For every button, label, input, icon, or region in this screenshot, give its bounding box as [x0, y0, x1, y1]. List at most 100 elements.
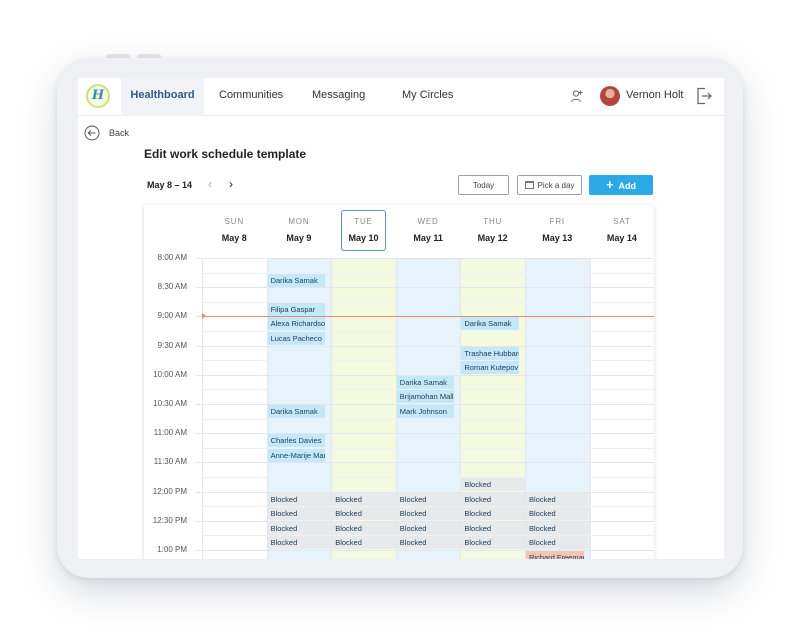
add-button[interactable]: + Add: [589, 175, 653, 195]
day-header[interactable]: THU May 12: [460, 205, 525, 255]
nav-healthboard[interactable]: Healthboard: [121, 78, 204, 116]
grid-half-line: [202, 272, 654, 274]
day-date: May 10: [348, 233, 379, 243]
nav-messaging[interactable]: Messaging: [312, 89, 366, 101]
grid-divider: [266, 258, 268, 559]
day-header[interactable]: FRI May 13: [525, 205, 590, 255]
grid-half-line: [202, 360, 654, 362]
day-header[interactable]: WED May 11: [396, 205, 461, 255]
time-label: 11:30 AM: [153, 457, 187, 467]
appointment-event[interactable]: Darika Samak: [396, 375, 455, 389]
appointment-event[interactable]: Filipa Gaspar: [267, 302, 326, 316]
grid-half-line: [202, 535, 654, 537]
appointment-event[interactable]: Lucas Pacheco: [267, 332, 326, 345]
blocked-slot[interactable]: Blocked: [267, 492, 332, 506]
calendar-icon: [524, 181, 534, 189]
selected-day-highlight: [341, 210, 386, 251]
time-label: 12:00 PM: [152, 486, 187, 496]
blocked-slot[interactable]: Blocked: [332, 507, 396, 521]
blocked-slot[interactable]: Blocked: [461, 536, 525, 550]
blocked-slot[interactable]: Blocked: [461, 507, 525, 521]
prev-week-button[interactable]: ‹: [208, 177, 212, 191]
device-button: [137, 54, 161, 59]
appointment-event[interactable]: Richard Freeman: [526, 551, 584, 559]
grid-divider: [202, 258, 203, 559]
grid-divider: [331, 258, 333, 559]
plus-icon: +: [605, 177, 614, 192]
appointment-event[interactable]: Brijamohan Mallick: [396, 390, 455, 404]
day-date: May 9: [286, 233, 312, 243]
day-header[interactable]: SAT May 14: [590, 205, 654, 255]
grid-half-line: [202, 506, 654, 508]
grid-line: [196, 520, 654, 522]
blocked-slot[interactable]: Blocked: [461, 521, 525, 535]
back-link[interactable]: Back: [109, 128, 130, 138]
blocked-slot[interactable]: Blocked: [526, 492, 590, 506]
app-logo[interactable]: H: [86, 84, 110, 108]
day-date: May 12: [477, 233, 508, 243]
blocked-slot[interactable]: Blocked: [332, 521, 396, 535]
app-screen: H Healthboard Communities Messaging My C…: [78, 78, 724, 559]
grid-half-line: [202, 418, 654, 420]
user-name[interactable]: Vernon Holt: [626, 89, 684, 101]
time-label: 9:00 AM: [157, 311, 187, 321]
grid-divider: [525, 258, 526, 559]
blocked-slot[interactable]: Blocked: [526, 507, 590, 521]
logout-icon[interactable]: [696, 87, 712, 105]
day-date: May 11: [413, 233, 443, 243]
appointment-event[interactable]: Roman Kutepov: [461, 361, 519, 375]
grid-line: [196, 287, 654, 289]
day-name: MON: [288, 217, 310, 226]
appointment-event[interactable]: Trashae Hubbard: [461, 346, 519, 360]
day-header[interactable]: MON May 9: [267, 205, 332, 255]
appointment-event[interactable]: Darika Samak: [267, 405, 326, 418]
pick-a-day-button[interactable]: Pick a day: [517, 175, 582, 195]
current-time-marker: [202, 313, 206, 320]
blocked-slot[interactable]: Blocked: [526, 536, 590, 550]
nav-my-circles[interactable]: My Circles: [402, 89, 454, 101]
appointment-event[interactable]: Darika Samak: [461, 317, 519, 331]
blocked-slot[interactable]: Blocked: [267, 536, 332, 550]
day-header[interactable]: TUE May 10: [331, 205, 396, 255]
nav-communities[interactable]: Communities: [219, 89, 284, 101]
page-title: Edit work schedule template: [144, 147, 307, 161]
appointment-event[interactable]: Anne-Marije Mars: [267, 448, 326, 462]
blocked-slot[interactable]: Blocked: [396, 521, 461, 535]
blocked-slot[interactable]: Blocked: [396, 492, 461, 506]
day-date: May 13: [542, 233, 573, 243]
pick-a-day-label: Pick a day: [537, 181, 575, 190]
avatar[interactable]: [600, 86, 620, 106]
time-label: 11:00 AM: [153, 428, 187, 438]
time-label: 8:30 AM: [157, 282, 187, 292]
blocked-slot[interactable]: Blocked: [396, 507, 461, 521]
appointment-event[interactable]: Mark Johnson: [396, 405, 455, 418]
current-time-line: [202, 316, 654, 318]
top-navigation-bar: H Healthboard Communities Messaging My C…: [78, 78, 724, 116]
appointment-event[interactable]: Charles Davies: [267, 434, 326, 448]
blocked-slot[interactable]: Blocked: [332, 536, 396, 550]
blocked-slot[interactable]: Blocked: [267, 507, 332, 521]
blocked-slot[interactable]: Blocked: [332, 492, 396, 506]
back-arrow-icon[interactable]: [84, 125, 100, 141]
blocked-slot[interactable]: Blocked: [461, 478, 525, 491]
time-label: 8:00 AM: [157, 253, 187, 262]
day-header[interactable]: SUN May 8: [202, 205, 267, 255]
appointment-event[interactable]: Alexa Richardson: [267, 317, 326, 331]
grid-half-line: [202, 301, 654, 303]
blocked-slot[interactable]: Blocked: [267, 521, 332, 535]
blocked-slot[interactable]: Blocked: [526, 521, 590, 535]
add-user-icon[interactable]: [570, 89, 584, 103]
day-name: SAT: [613, 217, 631, 226]
day-date: May 8: [221, 233, 247, 243]
grid-line: [196, 374, 654, 376]
blocked-slot[interactable]: Blocked: [396, 536, 461, 550]
grid-divider: [460, 258, 462, 559]
grid-line: [196, 433, 654, 435]
blocked-slot[interactable]: Blocked: [461, 492, 525, 506]
next-week-button[interactable]: ›: [229, 177, 233, 191]
device-button: [106, 54, 130, 59]
appointment-event[interactable]: Darika Samak: [267, 273, 326, 287]
today-button[interactable]: Today: [458, 175, 509, 195]
day-name: FRI: [549, 217, 565, 226]
grid-line: [196, 550, 654, 551]
